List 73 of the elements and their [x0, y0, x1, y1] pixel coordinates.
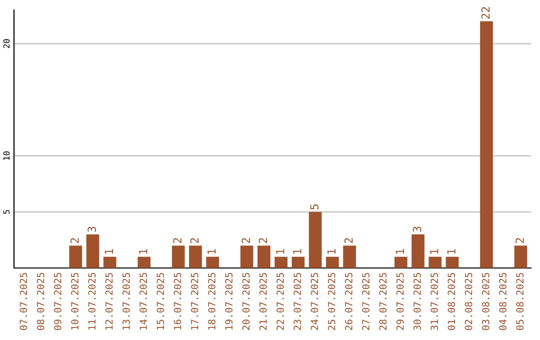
x-tick-label: 29.07.2025 [396, 272, 404, 330]
data-label: 1 [139, 249, 148, 254]
y-tick-label: 20 [3, 39, 10, 48]
x-tick-label: 08.07.2025 [36, 272, 44, 330]
data-label: 3 [412, 226, 422, 232]
data-label: 1 [293, 249, 302, 254]
data-label: 2 [516, 238, 524, 244]
x-tick-label: 13.07.2025 [122, 272, 130, 330]
bar [394, 256, 408, 268]
x-tick-label: 28.07.2025 [379, 272, 387, 330]
x-tick-label: 25.07.2025 [328, 272, 336, 330]
data-label: 2 [242, 238, 250, 244]
bar [103, 256, 116, 268]
x-tick-label: 20.07.2025 [242, 272, 250, 330]
x-tick-label: 07.07.2025 [20, 272, 28, 330]
x-tick-label: 16.07.2025 [174, 272, 182, 330]
x-tick-label: 14.07.2025 [140, 272, 147, 330]
x-tick-label: 21.07.2025 [259, 272, 267, 330]
data-label: 22 [481, 7, 490, 19]
x-tick-label: 23.07.2025 [294, 272, 302, 330]
data-label: 2 [258, 238, 268, 244]
bar [86, 234, 100, 268]
data-label: 1 [430, 249, 438, 254]
data-label: 1 [396, 249, 404, 254]
x-tick-label: 10.07.2025 [71, 272, 78, 330]
data-label: 1 [447, 249, 456, 254]
bar [343, 246, 356, 268]
data-label: 2 [190, 238, 199, 244]
bar [428, 256, 442, 268]
x-tick-label: 18.07.2025 [208, 272, 216, 330]
x-tick-label: 31.07.2025 [430, 272, 438, 330]
x-tick-label: 11.07.2025 [88, 272, 96, 330]
x-tick-label: 17.07.2025 [190, 272, 198, 330]
y-tick-label: 10 [3, 151, 10, 160]
x-tick-label: 26.07.2025 [345, 272, 352, 330]
data-label: 1 [327, 249, 336, 254]
x-tick-label: 15.07.2025 [156, 272, 164, 330]
x-tick-label: 09.07.2025 [54, 272, 62, 330]
data-label: 1 [104, 249, 113, 254]
bar [274, 256, 288, 268]
data-label: 2 [173, 238, 182, 244]
bar [308, 212, 322, 268]
x-tick-label: 01.08.2025 [448, 272, 456, 330]
x-tick-label: 12.07.2025 [105, 272, 113, 330]
bar [292, 256, 305, 268]
x-tick-label: 24.07.2025 [310, 272, 318, 330]
bar [412, 234, 424, 268]
bar [240, 246, 254, 268]
x-tick-label: 04.08.2025 [499, 272, 506, 330]
x-tick-label: 05.08.2025 [516, 272, 524, 330]
x-tick-label: 02.08.2025 [464, 272, 472, 330]
bar [172, 246, 185, 268]
x-tick-label: 30.07.2025 [414, 272, 421, 330]
data-label: 2 [70, 238, 79, 244]
bar [69, 246, 82, 268]
bar [258, 246, 270, 268]
bar [326, 256, 339, 268]
bar [206, 256, 219, 268]
data-label: 1 [276, 249, 284, 254]
data-label: 1 [208, 249, 216, 254]
bar [480, 21, 493, 268]
data-label: 2 [344, 238, 353, 244]
data-label: 3 [88, 226, 96, 232]
x-tick-label: 03.08.2025 [482, 272, 490, 330]
x-tick-label: 27.07.2025 [362, 272, 370, 330]
bar [446, 256, 459, 268]
x-tick-label: 19.07.2025 [225, 272, 233, 330]
bar [138, 256, 151, 268]
x-tick-label: 22.07.2025 [276, 272, 284, 330]
y-tick-label: 5 [3, 210, 10, 214]
bar [189, 246, 202, 268]
bar [514, 246, 528, 268]
data-label: 5 [310, 204, 319, 210]
